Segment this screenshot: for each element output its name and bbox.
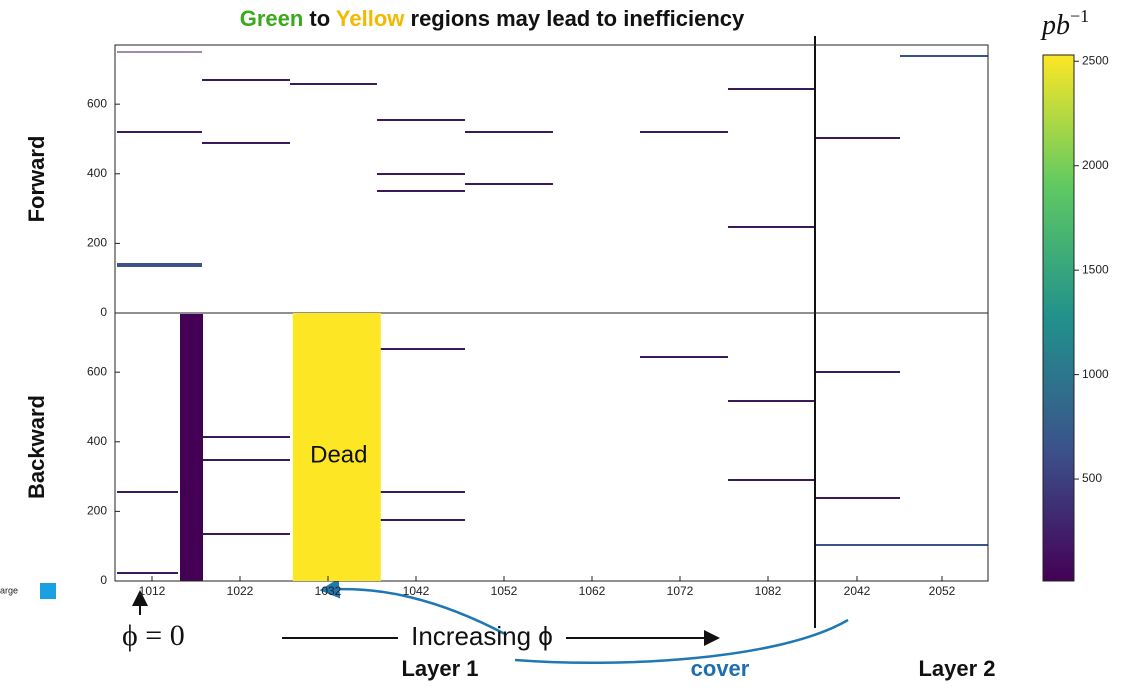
legend-swatch: [40, 583, 56, 599]
y-tick-label: 400: [87, 434, 107, 448]
panel-frame: [114, 312, 989, 582]
colorbar: [1042, 54, 1075, 582]
y-tick-label: 0: [100, 305, 107, 319]
y-tick-label: 600: [87, 96, 107, 110]
colorbar-tick-label: 1000: [1082, 367, 1109, 381]
x-tick-label: 1032: [315, 584, 342, 598]
x-tick-label: 1052: [491, 584, 518, 598]
y-tick-label: 400: [87, 166, 107, 180]
y-tick-label: 600: [87, 364, 107, 378]
colorbar-unit: pb: [1040, 10, 1070, 41]
dead-region: [292, 313, 381, 581]
title-part: Yellow: [336, 6, 405, 31]
colorbar-tick-label: 2000: [1082, 158, 1109, 172]
x-tick-label: 2052: [929, 584, 956, 598]
colorbar-tick-label: 2500: [1082, 53, 1109, 67]
colorbar-exponent: −1: [1070, 6, 1089, 26]
x-tick-label: 1042: [403, 584, 430, 598]
y-tick-label: 0: [100, 573, 107, 587]
x-tick-label: 2042: [844, 584, 871, 598]
increasing-phi: Increasing ϕ: [411, 621, 553, 651]
colorbar-label: pb−1: [1040, 6, 1089, 41]
x-tick-label: 1022: [227, 584, 254, 598]
x-tick-label: 1012: [139, 584, 166, 598]
panel-label: Backward: [24, 395, 49, 499]
legend-label: arge: [0, 585, 18, 595]
panel-frame: [114, 44, 989, 314]
title-part: to: [303, 6, 336, 31]
title-part: regions may lead to inefficiency: [404, 6, 745, 31]
annotation-arrows: [132, 578, 849, 665]
title: Green to Yellow regions may lead to inef…: [240, 6, 745, 31]
dead-label: Dead: [310, 441, 367, 468]
y-tick-label: 200: [87, 504, 107, 518]
x-tick-label: 1062: [579, 584, 606, 598]
hit-stripes: [117, 51, 988, 581]
x-tick-label: 1072: [667, 584, 694, 598]
layer2-label: Layer 2: [918, 656, 995, 681]
panel-label: Forward: [24, 136, 49, 223]
x-tick-label: 1082: [755, 584, 782, 598]
phi-zero: ϕ = 0: [122, 619, 185, 652]
cover-label: cover: [691, 656, 750, 681]
colorbar-tick-label: 500: [1082, 471, 1102, 485]
y-tick-label: 200: [87, 236, 107, 250]
title-part: Green: [240, 6, 304, 31]
layer1-label: Layer 1: [401, 656, 478, 681]
colorbar-tick-label: 1500: [1082, 262, 1109, 276]
